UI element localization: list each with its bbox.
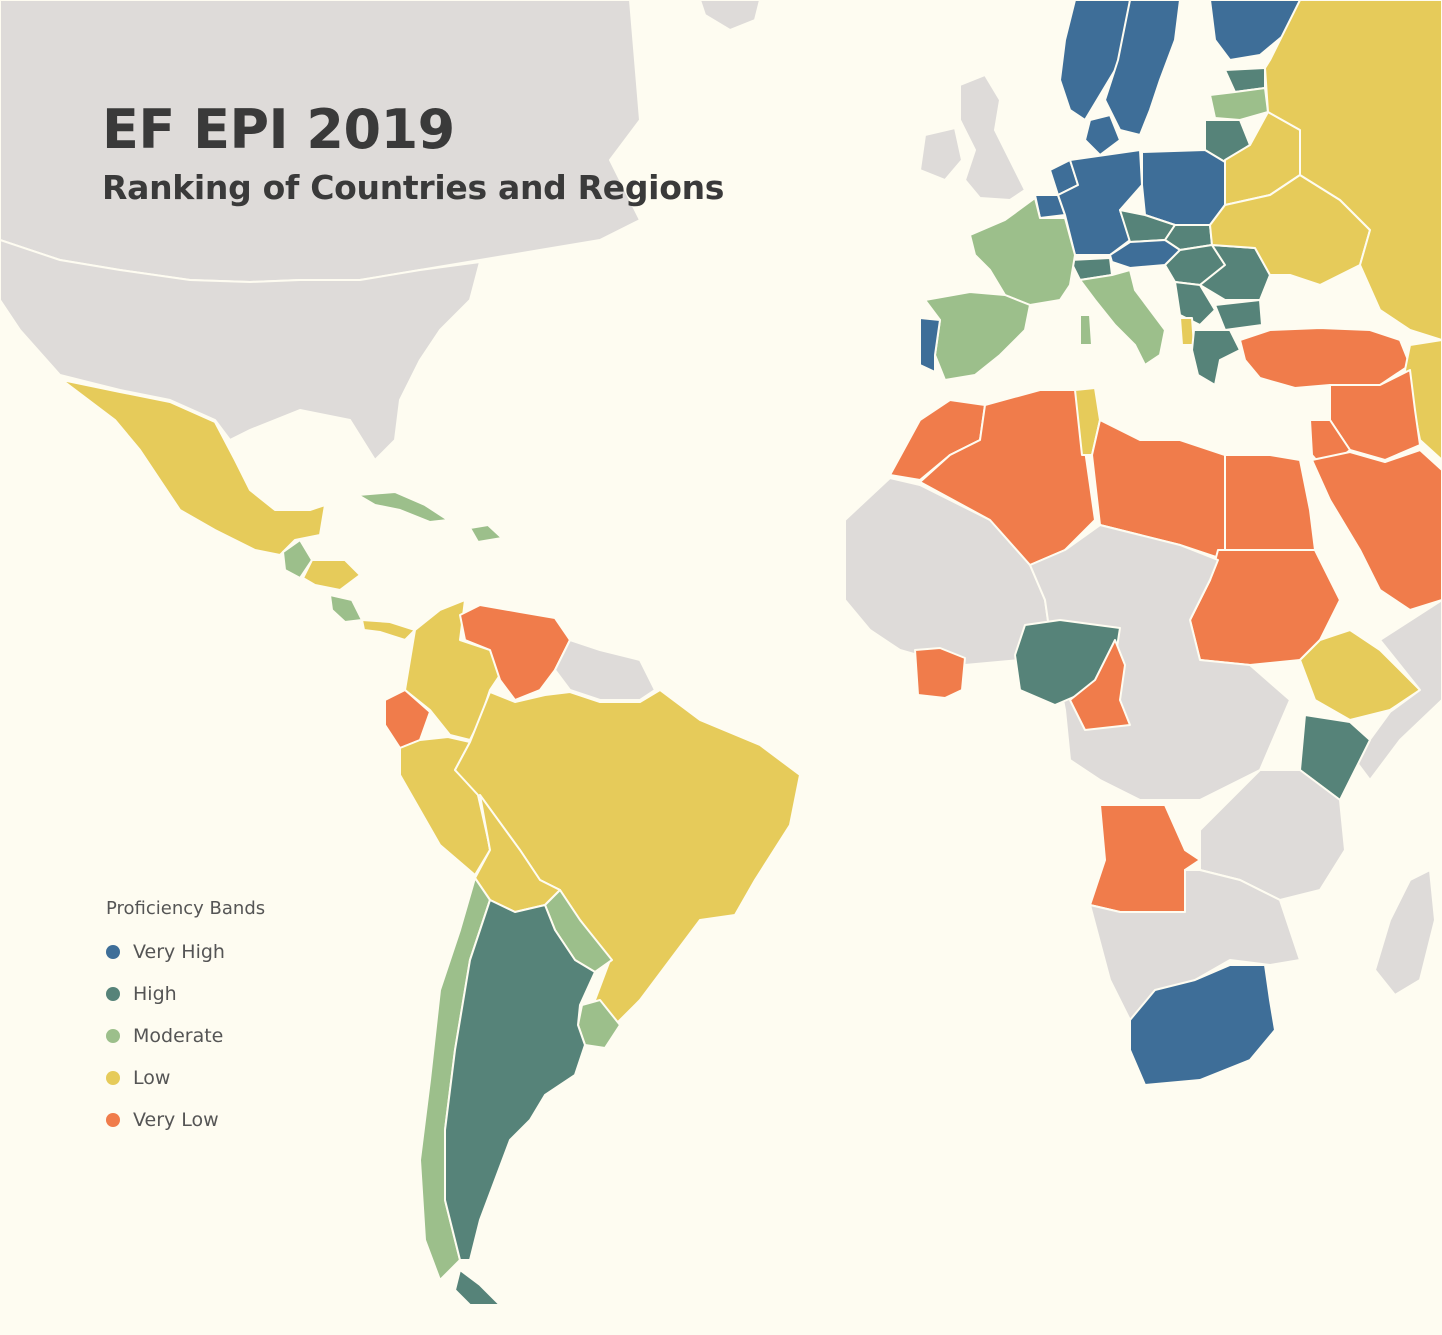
legend: Proficiency Bands Very High High Moderat…	[106, 898, 265, 1141]
country-egypt[interactable]	[1224, 454, 1316, 551]
country-bulgaria[interactable]	[1214, 299, 1263, 331]
legend-dot-icon	[106, 1071, 120, 1085]
country-honduras[interactable]	[302, 559, 361, 591]
country-finland[interactable]	[1209, 0, 1301, 61]
country-dominican-republic[interactable]	[469, 524, 503, 543]
legend-item-high[interactable]: High	[106, 973, 265, 1015]
country-argentina[interactable]	[444, 899, 596, 1261]
country-mexico[interactable]	[61, 379, 326, 556]
country-cameroon[interactable]	[1069, 639, 1131, 731]
region-east-africa[interactable]	[1199, 769, 1346, 901]
legend-item-moderate[interactable]: Moderate	[106, 1015, 265, 1057]
country-serbia[interactable]	[1174, 281, 1216, 326]
map-title: EF EPI 2019	[102, 98, 455, 161]
map-subtitle: Ranking of Countries and Regions	[102, 168, 725, 207]
legend-title: Proficiency Bands	[106, 898, 266, 919]
country-poland[interactable]	[1141, 149, 1226, 226]
legend-item-very-low[interactable]: Very Low	[106, 1099, 265, 1141]
country-sardinia[interactable]	[1079, 314, 1093, 346]
country-ivory-coast[interactable]	[914, 647, 966, 699]
country-spain[interactable]	[924, 291, 1031, 381]
country-ireland[interactable]	[919, 127, 963, 181]
country-costa-rica[interactable]	[329, 594, 363, 623]
region-central-africa[interactable]	[1029, 524, 1291, 801]
country-south-africa[interactable]	[1129, 964, 1276, 1086]
country-tierra-del-fuego[interactable]	[454, 1269, 501, 1306]
country-guatemala[interactable]	[282, 539, 313, 579]
legend-dot-icon	[106, 1029, 120, 1043]
country-sweden[interactable]	[1104, 0, 1181, 136]
legend-label: Moderate	[133, 1025, 224, 1047]
legend-label: High	[133, 983, 177, 1005]
country-saudi-arabia[interactable]	[1311, 449, 1442, 611]
legend-dot-icon	[106, 987, 120, 1001]
country-guyana-suriname[interactable]	[554, 639, 656, 701]
legend-item-low[interactable]: Low	[106, 1057, 265, 1099]
country-greenland[interactable]	[699, 0, 761, 31]
country-madagascar[interactable]	[1374, 869, 1436, 996]
country-greece[interactable]	[1191, 329, 1241, 386]
legend-label: Very High	[133, 941, 225, 963]
country-denmark[interactable]	[1084, 114, 1121, 156]
country-angola[interactable]	[1089, 804, 1201, 913]
country-cuba[interactable]	[357, 491, 449, 523]
country-albania[interactable]	[1179, 317, 1195, 346]
country-latvia[interactable]	[1209, 87, 1269, 121]
legend-item-very-high[interactable]: Very High	[106, 931, 265, 973]
country-venezuela[interactable]	[459, 604, 571, 701]
country-italy[interactable]	[1079, 269, 1166, 366]
country-france[interactable]	[969, 197, 1076, 306]
country-russia[interactable]	[1264, 0, 1442, 341]
legend-dot-icon	[106, 945, 120, 959]
country-united-kingdom[interactable]	[959, 74, 1026, 201]
legend-label: Low	[133, 1067, 171, 1089]
country-turkey[interactable]	[1239, 327, 1411, 389]
country-panama[interactable]	[361, 619, 416, 641]
legend-dot-icon	[106, 1113, 120, 1127]
legend-label: Very Low	[133, 1109, 219, 1131]
country-united-states[interactable]	[0, 239, 481, 461]
country-portugal[interactable]	[919, 317, 941, 373]
country-somalia[interactable]	[1354, 599, 1442, 781]
